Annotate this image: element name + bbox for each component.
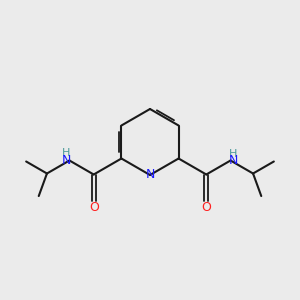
Text: H: H xyxy=(230,148,238,158)
Text: O: O xyxy=(201,201,211,214)
Text: N: N xyxy=(229,154,238,167)
Text: O: O xyxy=(89,201,99,214)
Text: H: H xyxy=(62,148,70,158)
Text: N: N xyxy=(62,154,71,167)
Text: N: N xyxy=(145,169,155,182)
